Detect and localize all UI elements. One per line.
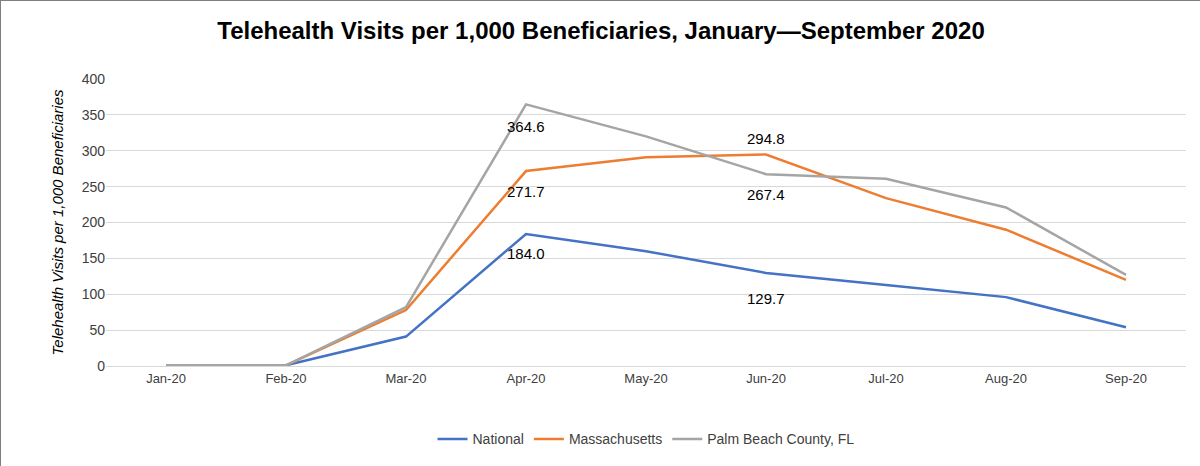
svg-text:150: 150: [82, 250, 106, 266]
svg-text:Sep-20: Sep-20: [1105, 371, 1147, 386]
svg-text:Massachusetts: Massachusetts: [569, 431, 662, 447]
svg-text:Jan-20: Jan-20: [146, 371, 186, 386]
svg-text:100: 100: [82, 286, 106, 302]
svg-text:250: 250: [82, 179, 106, 195]
svg-text:364.6: 364.6: [507, 118, 545, 135]
svg-text:0: 0: [97, 358, 105, 374]
svg-text:300: 300: [82, 143, 106, 159]
svg-text:50: 50: [89, 322, 105, 338]
svg-text:267.4: 267.4: [747, 186, 785, 203]
svg-text:National: National: [473, 431, 524, 447]
svg-text:Jul-20: Jul-20: [868, 371, 903, 386]
svg-text:Feb-20: Feb-20: [265, 371, 306, 386]
svg-text:271.7: 271.7: [507, 183, 545, 200]
svg-text:400: 400: [82, 71, 106, 87]
svg-text:Palm Beach County, FL: Palm Beach County, FL: [707, 431, 854, 447]
svg-text:Telehealth Visits per 1,000 Be: Telehealth Visits per 1,000 Beneficiarie…: [217, 17, 985, 44]
svg-text:350: 350: [82, 107, 106, 123]
svg-text:Apr-20: Apr-20: [506, 371, 545, 386]
svg-text:May-20: May-20: [624, 371, 667, 386]
svg-text:129.7: 129.7: [747, 290, 785, 307]
svg-text:184.0: 184.0: [507, 245, 545, 262]
svg-text:Jun-20: Jun-20: [746, 371, 786, 386]
svg-text:294.8: 294.8: [747, 130, 785, 147]
svg-text:Aug-20: Aug-20: [985, 371, 1027, 386]
svg-text:Telehealth Visits per 1,000 Be: Telehealth Visits per 1,000 Beneficiarie…: [49, 89, 66, 356]
svg-text:200: 200: [82, 214, 106, 230]
svg-text:Mar-20: Mar-20: [385, 371, 426, 386]
